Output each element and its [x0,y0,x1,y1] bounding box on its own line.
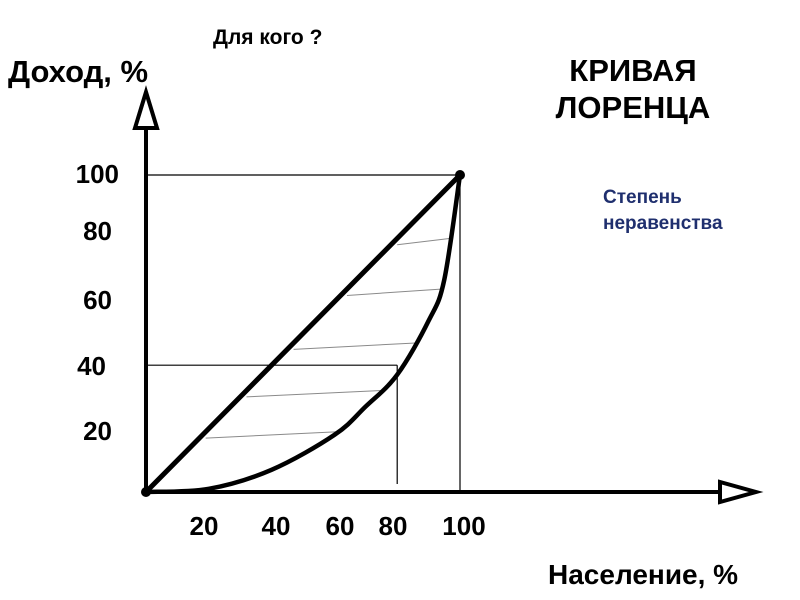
x-axis-label: Население, % [548,559,739,590]
y-tick-40: 40 [77,350,106,381]
inequality-hatching [205,237,451,439]
chart-title-line1: КРИВАЯ [569,53,697,88]
lorenz-curve [143,172,463,495]
x-tick-80: 80 [378,511,408,541]
annotation-line2: неравенства [603,213,723,234]
y-tick-100: 100 [75,158,119,189]
y-tick-80: 80 [83,215,112,246]
y-tick-20: 20 [83,415,112,446]
question-text: Для кого ? [213,26,323,49]
equality-line [143,172,463,495]
y-axis-label: Доход, % [8,54,149,89]
chart-title-line2: ЛОРЕНЦА [555,90,711,125]
axes [132,85,764,505]
hatch-line-3 [293,342,416,350]
hatch-line-2 [246,390,382,398]
hatch-line-5 [397,237,451,246]
hatch-line-4 [346,288,441,296]
series-layer [141,170,465,497]
x-axis-arrow [718,479,764,505]
origin-point [141,487,151,497]
x-tick-40: 40 [261,511,291,541]
x-tick-60: 60 [325,511,355,541]
endpoint-100 [455,170,465,180]
inequality-annotation: Степень неравенства [603,185,773,237]
x-tick-20: 20 [189,511,219,541]
annotation-line1: Степень [603,187,682,208]
chart-title: КРИВАЯ ЛОРЕНЦА [538,52,728,126]
y-tick-60: 60 [83,284,112,315]
y-axis-arrow [132,85,160,130]
x-tick-100: 100 [442,511,486,541]
hatch-line-1 [205,431,338,439]
